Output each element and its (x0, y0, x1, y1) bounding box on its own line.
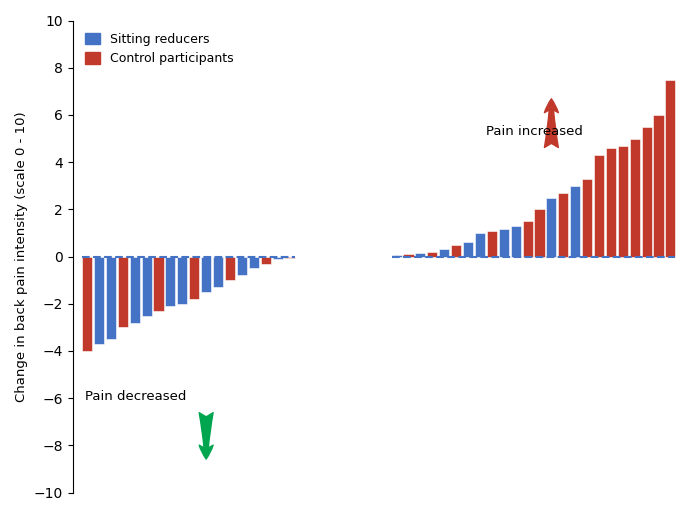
Bar (272, 256, 283, 259)
Bar (225, 256, 235, 280)
Bar (284, 256, 295, 257)
Bar (427, 252, 438, 256)
Bar (189, 256, 199, 299)
Text: Pain increased: Pain increased (486, 125, 583, 138)
Bar (594, 155, 604, 256)
Bar (629, 138, 640, 256)
Bar (94, 256, 104, 344)
Bar (165, 256, 176, 306)
Bar (118, 256, 128, 327)
Bar (606, 148, 616, 256)
Bar (248, 256, 259, 268)
Bar (82, 256, 92, 351)
Legend: Sitting reducers, Control participants: Sitting reducers, Control participants (79, 27, 240, 72)
Bar (534, 209, 545, 256)
Text: Pain decreased: Pain decreased (85, 390, 186, 403)
Bar (498, 229, 509, 256)
Bar (570, 186, 580, 256)
Bar (546, 198, 556, 256)
Bar (666, 79, 675, 256)
Bar (641, 127, 652, 256)
Bar (510, 226, 521, 256)
Bar (439, 249, 449, 256)
Bar (260, 256, 271, 264)
Bar (201, 256, 211, 292)
Bar (106, 256, 116, 339)
Bar (213, 256, 223, 287)
Bar (403, 254, 414, 256)
Bar (582, 179, 592, 256)
Bar (177, 256, 188, 304)
Bar (415, 253, 426, 256)
Bar (130, 256, 140, 322)
Bar (617, 146, 628, 256)
Bar (451, 245, 461, 256)
Bar (237, 256, 247, 276)
Bar (486, 231, 497, 256)
Bar (391, 255, 402, 256)
Bar (522, 221, 533, 256)
Bar (558, 193, 568, 256)
Y-axis label: Change in back pain intensity (scale 0 - 10): Change in back pain intensity (scale 0 -… (15, 111, 28, 402)
Bar (153, 256, 164, 311)
Bar (654, 115, 664, 256)
Bar (475, 233, 485, 256)
Bar (463, 243, 473, 256)
Bar (141, 256, 152, 315)
